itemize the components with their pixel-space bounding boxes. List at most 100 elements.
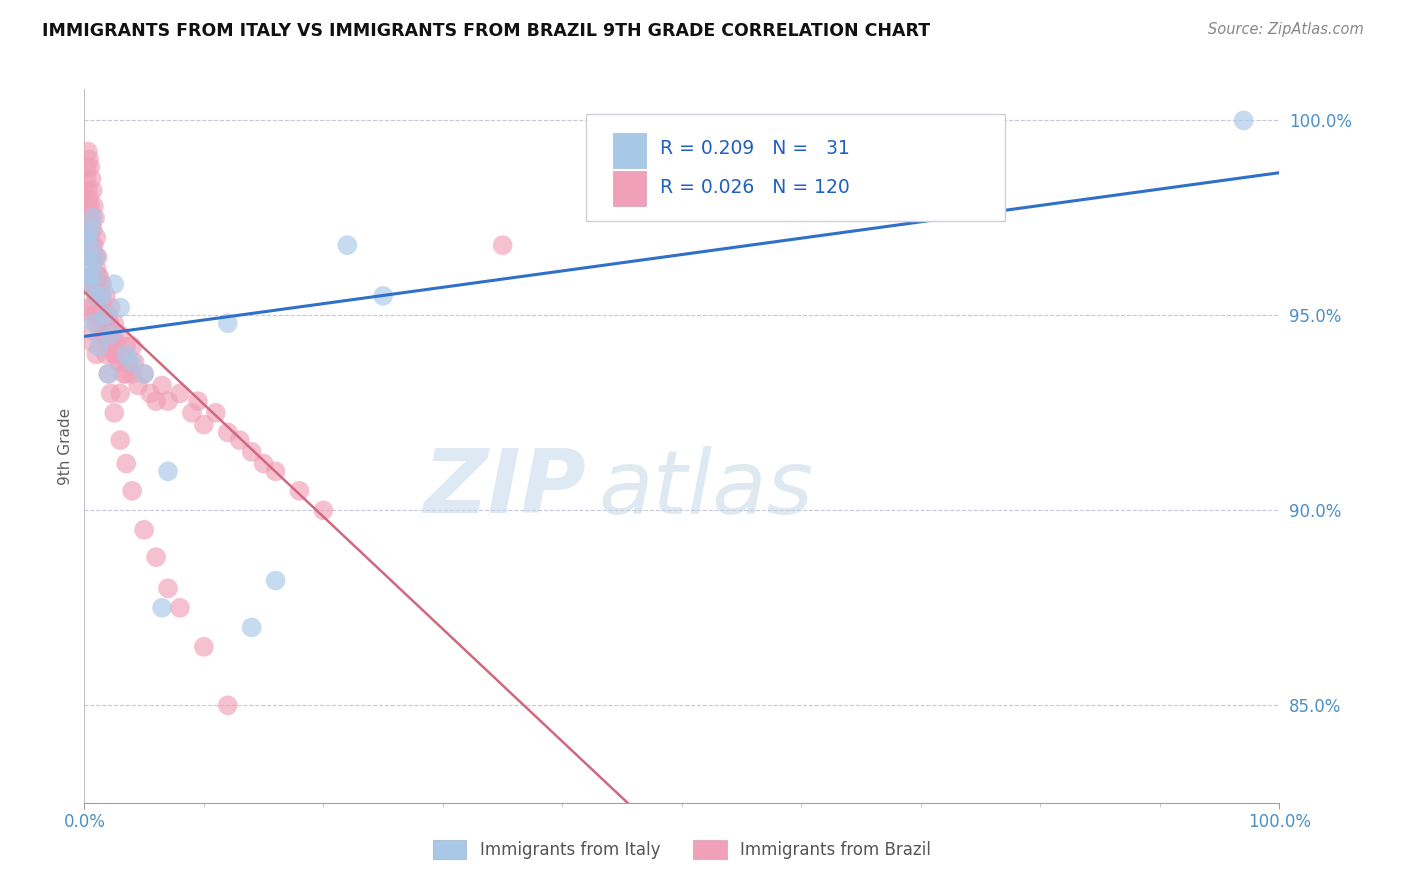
Point [82,335,104,350]
Point [103,277,125,292]
Point [83,238,105,252]
Point [83,316,105,330]
Point [77,269,100,284]
Point [77,191,100,205]
Point [82,222,104,236]
Point [312,503,335,517]
Point [94,289,117,303]
Point [97,335,120,350]
FancyBboxPatch shape [586,114,1005,221]
Y-axis label: 9th Grade: 9th Grade [58,408,73,484]
Bar [613,171,647,205]
Point [79,222,101,236]
Point [84,269,107,284]
Point [205,406,228,420]
Point [132,523,156,537]
Point [76,230,98,244]
Point [79,277,101,292]
Point [91,301,114,315]
Point [91,277,114,292]
Point [79,238,101,252]
Point [103,347,125,361]
Point [253,457,276,471]
Point [139,386,162,401]
Point [84,211,107,225]
Point [240,445,263,459]
Text: ZIP: ZIP [423,445,586,533]
Point [77,230,100,244]
Point [150,378,173,392]
Point [97,367,120,381]
Point [75,191,97,205]
Point [100,386,122,401]
Point [79,160,101,174]
Point [181,406,204,420]
Point [87,301,110,315]
Point [132,367,156,381]
Point [124,355,146,369]
Point [187,394,209,409]
Point [82,277,104,292]
Point [80,222,103,236]
Text: atlas: atlas [599,446,813,532]
Point [217,316,239,330]
Point [115,457,138,471]
Point [169,386,191,401]
Point [121,483,143,498]
Point [82,309,104,323]
Point [105,347,128,361]
Point [110,301,132,315]
Point [121,355,143,369]
Point [97,367,120,381]
Point [110,327,132,342]
Point [157,582,180,596]
Point [76,211,98,225]
Point [77,153,100,167]
Point [97,309,120,323]
Point [217,425,239,440]
Point [77,199,100,213]
Point [83,324,105,338]
Point [79,250,101,264]
Point [1233,113,1256,128]
Point [91,335,114,350]
Point [77,277,100,292]
Point [94,347,117,361]
Point [110,355,132,369]
Point [80,211,103,225]
Point [79,199,101,213]
Point [814,153,837,167]
Point [87,269,110,284]
Point [86,289,108,303]
Point [86,289,108,303]
Point [82,184,104,198]
Point [77,238,100,252]
Point [127,378,149,392]
Point [94,316,117,330]
Point [157,394,180,409]
Point [83,269,105,284]
Point [115,347,138,361]
Point [83,199,105,213]
Bar [613,134,647,168]
Point [103,316,125,330]
Point [217,698,239,713]
Point [121,340,143,354]
Point [145,550,167,565]
Point [229,433,252,447]
Point [91,309,114,323]
Point [121,367,143,381]
Point [93,301,115,315]
Point [115,340,138,354]
Point [110,386,132,401]
Point [80,269,103,284]
Point [492,238,515,252]
Point [91,289,114,303]
Point [76,160,98,174]
Legend: Immigrants from Italy, Immigrants from Brazil: Immigrants from Italy, Immigrants from B… [426,833,938,866]
Point [264,574,287,588]
Point [100,301,122,315]
Point [115,367,138,381]
Text: R = 0.026   N = 120: R = 0.026 N = 120 [661,178,851,197]
Point [107,355,129,369]
